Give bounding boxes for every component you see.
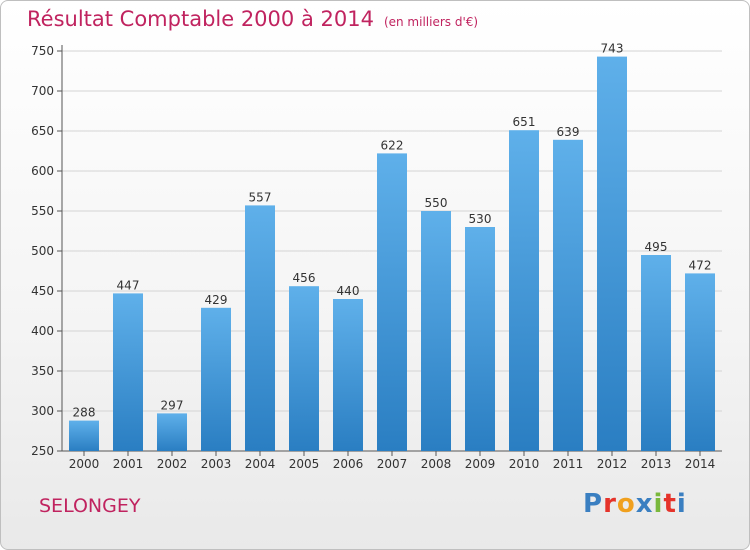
- logo-letter: t: [663, 489, 677, 519]
- bars: [69, 56, 715, 452]
- x-tick-label: 2008: [421, 457, 452, 471]
- x-tick-label: 2009: [465, 457, 496, 471]
- logo-letter: i: [653, 489, 664, 519]
- logo-letter: P: [583, 489, 604, 519]
- bar: [333, 299, 363, 451]
- y-tick-label: 600: [31, 164, 54, 178]
- data-label: 297: [161, 398, 184, 412]
- data-label: 456: [293, 271, 316, 285]
- x-tick-label: 2004: [245, 457, 276, 471]
- bar: [465, 227, 495, 451]
- y-tick-label: 750: [31, 44, 54, 58]
- x-tick-label: 2014: [685, 457, 716, 471]
- bar: [157, 413, 187, 451]
- data-label: 447: [117, 278, 140, 292]
- data-label: 651: [513, 115, 536, 129]
- bar: [377, 153, 407, 451]
- x-tick-label: 2010: [509, 457, 540, 471]
- data-label: 495: [645, 240, 668, 254]
- data-label: 429: [205, 293, 228, 307]
- data-label: 288: [73, 406, 96, 420]
- title-subtitle: (en milliers d'€): [383, 15, 479, 29]
- data-label: 440: [337, 284, 360, 298]
- y-tick-label: 450: [31, 284, 54, 298]
- x-tick-label: 2002: [157, 457, 188, 471]
- x-tick-label: 2006: [333, 457, 364, 471]
- x-tick-label: 2011: [553, 457, 584, 471]
- bar: [641, 255, 671, 451]
- data-label: 743: [601, 42, 624, 56]
- bar: [201, 307, 231, 451]
- data-label: 550: [425, 196, 448, 210]
- x-tick-label: 2000: [69, 457, 100, 471]
- bar: [597, 56, 627, 451]
- data-label: 530: [469, 212, 492, 226]
- y-tick-label: 500: [31, 244, 54, 258]
- bar: [113, 293, 143, 451]
- logo-letter: x: [635, 489, 654, 519]
- x-tick-label: 2012: [597, 457, 628, 471]
- bar: [289, 286, 319, 451]
- x-tick-label: 2013: [641, 457, 672, 471]
- title-main: Résultat Comptable 2000 à 2014: [27, 7, 374, 31]
- y-tick-label: 550: [31, 204, 54, 218]
- x-tick-label: 2003: [201, 457, 232, 471]
- proxiti-logo: Proxiti: [583, 489, 687, 519]
- y-tick-label: 350: [31, 364, 54, 378]
- bar: [553, 139, 583, 452]
- y-tick-label: 250: [31, 444, 54, 458]
- logo-letter: r: [603, 489, 617, 519]
- y-tick-label: 400: [31, 324, 54, 338]
- data-label: 557: [249, 190, 272, 204]
- data-labels: 288 447 297 429 557 456 440 622 550 530 651 639 743 4…: [73, 42, 712, 420]
- chart-title: Résultat Comptable 2000 à 2014 (en millie…: [27, 7, 478, 31]
- data-label: 622: [381, 138, 404, 152]
- data-label: 639: [557, 125, 580, 139]
- y-tick-label: 650: [31, 124, 54, 138]
- y-tick-label: 700: [31, 84, 54, 98]
- logo-letter: o: [616, 489, 636, 519]
- bar: [421, 211, 451, 451]
- bar: [685, 273, 715, 451]
- logo-letter: i: [676, 489, 687, 519]
- bar: [509, 130, 539, 451]
- x-tick-label: 2005: [289, 457, 320, 471]
- bar: [245, 205, 275, 451]
- location-name: SELONGEY: [39, 495, 141, 517]
- x-tick-label: 2007: [377, 457, 408, 471]
- bar: [69, 420, 99, 451]
- y-tick-label: 300: [31, 404, 54, 418]
- x-tick-label: 2001: [113, 457, 144, 471]
- data-label: 472: [689, 258, 712, 272]
